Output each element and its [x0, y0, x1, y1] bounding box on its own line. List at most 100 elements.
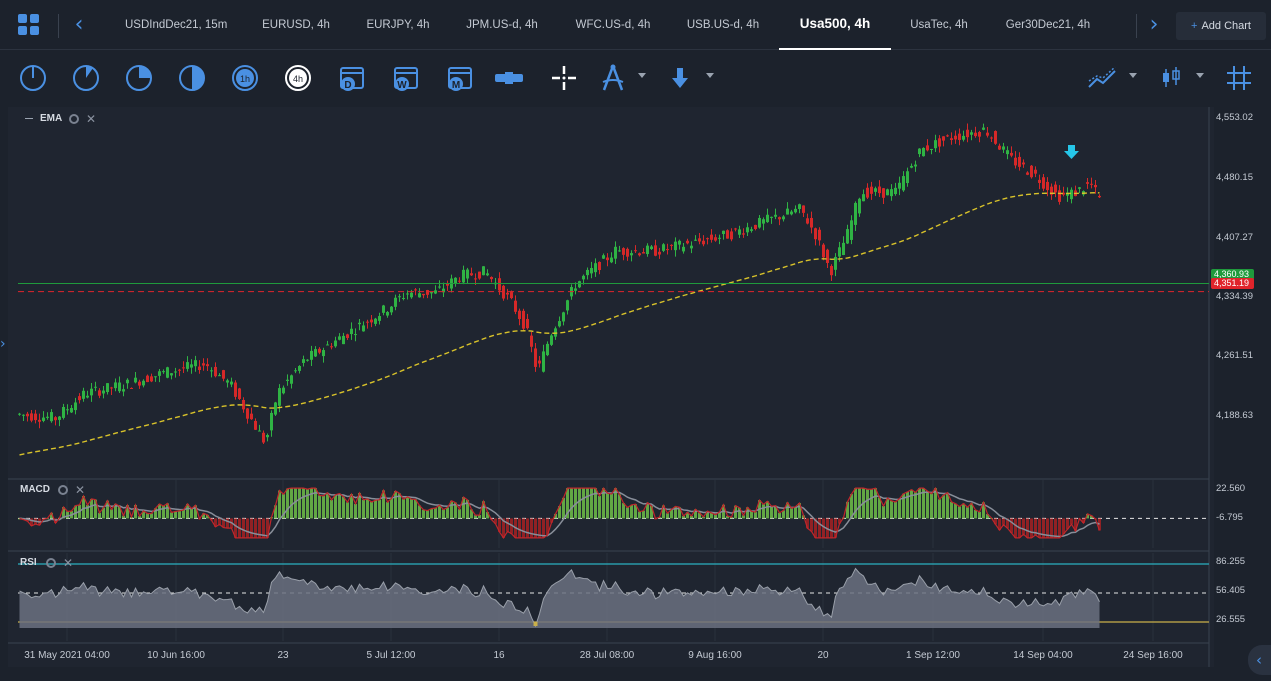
tab-usatec-4h[interactable]: UsaTec, 4h: [910, 19, 968, 31]
macd-histogram-bar: [454, 502, 457, 519]
macd-histogram-bar: [86, 505, 89, 519]
candle: [546, 341, 549, 357]
tab-usa500-4h[interactable]: Usa500, 4h: [779, 0, 891, 50]
crosshair-icon[interactable]: [549, 63, 579, 93]
tab-eurjpy-4h[interactable]: EURJPY, 4h: [366, 19, 430, 31]
indicators-dropdown-icon[interactable]: [1129, 73, 1137, 78]
order-arrow-icon[interactable]: [665, 63, 695, 93]
candle: [162, 369, 165, 374]
candle: [690, 241, 693, 254]
tab-usb-us-d-4h[interactable]: USB.US-d, 4h: [686, 19, 760, 31]
macd-histogram-bar: [986, 514, 989, 519]
candle: [390, 305, 393, 316]
candle-style-dropdown-icon[interactable]: [1196, 73, 1204, 78]
rsi-oversold-fill: [533, 622, 538, 627]
chart-panel[interactable]: [8, 107, 1214, 667]
tabs-prev-arrow-icon[interactable]: ‹: [74, 12, 84, 37]
order-dropdown-icon[interactable]: [706, 73, 714, 78]
timeframe-1m-icon[interactable]: [18, 63, 48, 93]
tabs-next-arrow-icon[interactable]: ›: [1149, 12, 1159, 37]
candle: [182, 361, 185, 373]
rsi-close-icon[interactable]: ✕: [63, 556, 74, 570]
candle: [138, 379, 141, 389]
timeframe-5m-icon[interactable]: [71, 63, 101, 93]
candle: [482, 266, 485, 276]
candle-style-icon[interactable]: [1156, 63, 1186, 93]
timeframe-weekly-icon[interactable]: W: [391, 63, 421, 93]
candle: [70, 405, 73, 413]
timeframe-1h-icon[interactable]: 1h: [230, 63, 260, 93]
candle: [222, 369, 225, 382]
collapse-pane-icon[interactable]: [25, 118, 33, 119]
macd-histogram-bar: [286, 488, 289, 519]
rsi-y-axis-label: 26.555: [1216, 614, 1246, 625]
rsi-settings-gear-icon[interactable]: [46, 558, 56, 568]
tab-usdinddec21-15m[interactable]: USDIndDec21, 15m: [125, 19, 228, 31]
macd-histogram-bar: [526, 518, 529, 538]
candle: [642, 248, 645, 254]
candle: [378, 312, 381, 325]
tab-wfc-us-d-4h[interactable]: WFC.US-d, 4h: [575, 19, 651, 31]
layout-grid-icon[interactable]: [18, 14, 40, 36]
macd-histogram-bar: [250, 518, 253, 538]
drawing-tools-icon[interactable]: [598, 63, 628, 93]
svg-text:W: W: [397, 80, 407, 91]
ema-settings-gear-icon[interactable]: [69, 114, 79, 124]
candle: [246, 408, 249, 424]
macd-histogram-bar: [114, 503, 117, 519]
candle: [374, 317, 377, 327]
macd-histogram-bar: [274, 505, 277, 519]
x-axis-label: 9 Aug 16:00: [688, 650, 742, 661]
candle: [214, 362, 217, 378]
tab-eurusd-4h[interactable]: EURUSD, 4h: [262, 19, 330, 31]
collapse-sidebar-icon[interactable]: ‹: [1248, 645, 1271, 675]
macd-histogram-bar: [1014, 518, 1017, 538]
drawing-tools-dropdown-icon[interactable]: [638, 73, 646, 78]
macd-histogram-bar: [550, 518, 553, 523]
candle: [330, 343, 333, 350]
left-panel-toggle-icon[interactable]: ›: [0, 336, 6, 352]
candle: [662, 243, 665, 253]
timeframe-4h-icon[interactable]: 4h: [283, 63, 313, 93]
timeframe-15m-icon[interactable]: [124, 63, 154, 93]
macd-histogram-bar: [1006, 518, 1009, 529]
candle: [406, 290, 409, 300]
macd-histogram-bar: [426, 510, 429, 519]
macd-signal-line: [19, 490, 1100, 538]
macd-histogram-bar: [918, 488, 921, 519]
macd-histogram-bar: [678, 507, 681, 519]
macd-histogram-bar: [498, 518, 501, 532]
macd-histogram-bar: [82, 496, 85, 519]
timeframe-monthly-icon[interactable]: M: [445, 63, 475, 93]
candle: [50, 409, 53, 423]
candle: [670, 244, 673, 251]
candle: [706, 237, 709, 245]
ema-close-icon[interactable]: ✕: [86, 112, 97, 126]
candle: [254, 418, 257, 430]
timeframe-daily-icon[interactable]: D: [337, 63, 367, 93]
candle: [1030, 165, 1033, 179]
x-axis-label: 16: [493, 650, 505, 661]
indicators-icon[interactable]: [1087, 63, 1117, 93]
tab-ger30dec21-4h[interactable]: Ger30Dec21, 4h: [1005, 19, 1091, 31]
chart-type-bar-icon[interactable]: [494, 63, 524, 93]
rsi-line: [19, 567, 1100, 628]
candle: [82, 387, 85, 402]
candle: [630, 250, 633, 262]
tab-jpm-us-d-4h[interactable]: JPM.US-d, 4h: [466, 19, 538, 31]
candle: [550, 333, 553, 346]
macd-histogram-bar: [770, 506, 773, 519]
macd-histogram-bar: [1038, 518, 1041, 538]
macd-histogram-bar: [610, 494, 613, 519]
macd-histogram-bar: [302, 488, 305, 519]
macd-histogram-bar: [374, 500, 377, 519]
timeframe-30m-icon[interactable]: [177, 63, 207, 93]
macd-histogram-bar: [962, 503, 965, 519]
macd-close-icon[interactable]: ✕: [75, 483, 86, 497]
macd-histogram-bar: [506, 518, 509, 532]
candle: [250, 407, 253, 420]
grid-lines-icon[interactable]: [1224, 63, 1254, 93]
add-chart-button[interactable]: + Add Chart: [1176, 12, 1266, 40]
macd-settings-gear-icon[interactable]: [58, 485, 68, 495]
